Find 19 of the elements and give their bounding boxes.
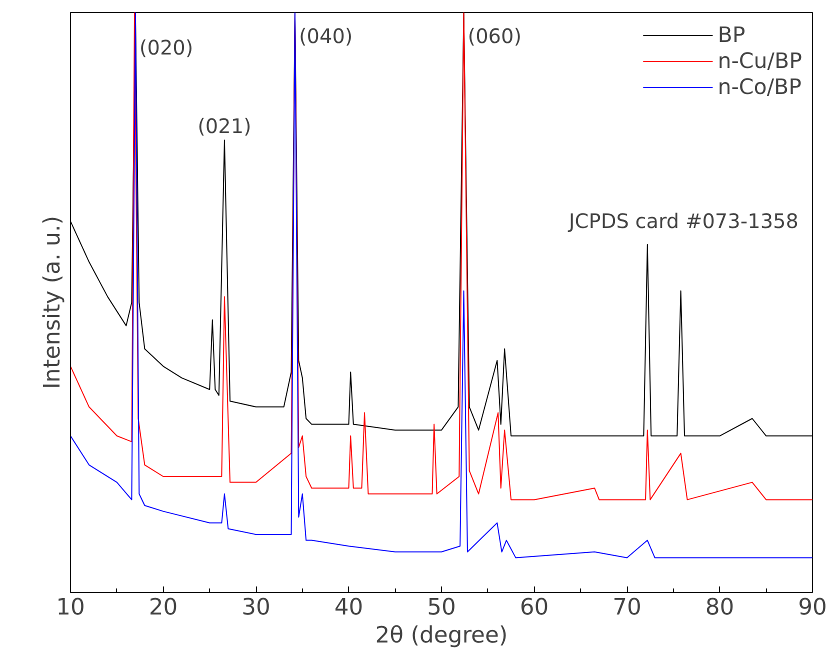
x-tick-label: 40 xyxy=(334,594,364,620)
annotation: (020) xyxy=(139,36,194,60)
x-tick-label: 60 xyxy=(520,594,549,620)
x-tick-label: 30 xyxy=(242,594,270,620)
legend-label: n-Co/BP xyxy=(718,74,802,100)
x-tick-label: 80 xyxy=(705,594,734,620)
legend-label: BP xyxy=(718,22,746,48)
x-tick-label: 70 xyxy=(612,594,642,620)
x-tick-label: 50 xyxy=(427,594,456,620)
x-axis-title: 2θ (degree) xyxy=(375,622,508,648)
y-axis-title: Intensity (a. u.) xyxy=(40,216,66,390)
legend-label: n-Cu/BP xyxy=(718,48,802,74)
annotation: JCPDS card #073-1358 xyxy=(566,208,799,233)
annotation: (060) xyxy=(468,24,522,48)
annotation: (040) xyxy=(298,24,353,48)
x-tick-label: 90 xyxy=(798,594,827,620)
x-tick-label: 20 xyxy=(148,594,178,620)
x-tick-label: 10 xyxy=(56,594,85,620)
annotation: (021) xyxy=(198,114,252,138)
